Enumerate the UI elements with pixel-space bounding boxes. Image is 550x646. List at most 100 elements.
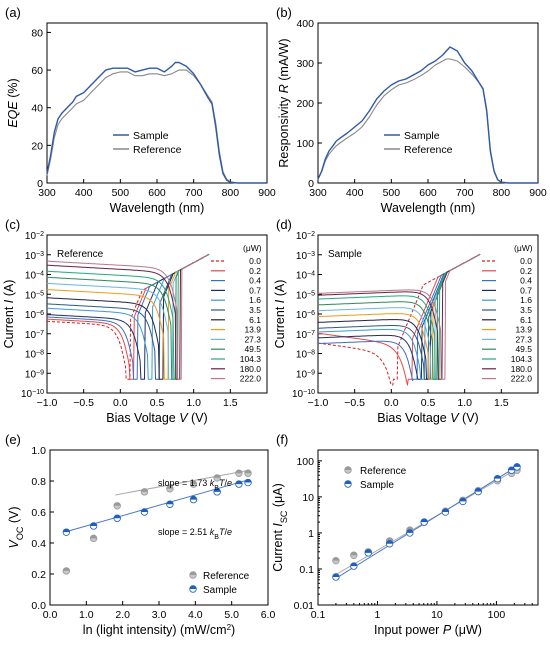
panel-c-ytick-label: 10−10 (21, 389, 44, 401)
panel-d-ytick-label: 10−7 (296, 329, 315, 341)
panel-c-ytick-label: 10−3 (25, 250, 44, 262)
panel-d-xtick-label: −0.5 (344, 397, 365, 409)
panel-d-legend-value: 6.1 (520, 315, 532, 325)
panel-e-xtick-label: 0.0 (43, 609, 58, 621)
panel-d-xtick-label: −1.0 (308, 397, 329, 409)
panel-e-point-half (113, 514, 121, 519)
panel-b: 300 400 500 600 700 800 900 0 100 200 300 400 (b) Wav… (276, 5, 547, 215)
panel-e-xtick-label: 6.0 (261, 609, 276, 621)
panel-c-ytick-label: 10−5 (25, 290, 44, 302)
panel-e-point-half (190, 496, 197, 500)
panel-e-ytick-label: 0.8 (31, 476, 46, 488)
panel-b-ytick-label: 300 (296, 58, 314, 70)
panel-c-legend-value: 0.2 (249, 266, 261, 276)
panel-d-legend-value: 0.4 (520, 276, 532, 286)
panel-c-legend-value: 0.7 (249, 285, 261, 295)
panel-f-legend-marker-half (344, 480, 352, 484)
panel-d-legend-value: 27.3 (515, 334, 532, 344)
panel-f-xlabel: Input power P (μW) (374, 623, 482, 637)
panel-d-curve-1.6 (318, 253, 481, 380)
panel-f-point-half (442, 508, 449, 513)
panel-c-ytick-label: 10−9 (25, 369, 44, 381)
panel-c-legend-value: 49.5 (244, 344, 261, 354)
panel-d-xlabel: Bias Voltage V (V) (377, 411, 478, 425)
panel-b-series-sample (317, 46, 538, 184)
panel-e-xtick-label: 1.0 (79, 609, 94, 621)
panel-d-curve-104.3 (318, 253, 481, 380)
panel-d-curve-13.9 (317, 253, 481, 380)
panel-c-legend-value: 3.5 (249, 305, 261, 315)
panel-e-ytick-label: 0.0 (31, 600, 46, 612)
panel-b-xtick-label: 500 (383, 187, 401, 199)
panel-f-ylabel: Current ISC (μA) (271, 483, 289, 572)
panel-c-legend-title: (μW) (243, 243, 262, 253)
panel-d-legend-value: 0.0 (520, 256, 532, 266)
panel-d-ytick-label: 10−4 (296, 270, 315, 282)
panel-a-xtick-label: 500 (112, 187, 130, 199)
panel-e-fit-reference (115, 469, 250, 496)
panel-d-legend-value: 49.5 (515, 344, 532, 354)
panel-d-legend-value: 13.9 (515, 325, 532, 335)
panel-c-xtick-label: −0.5 (73, 397, 94, 409)
panel-b-ytick-label: 200 (296, 98, 314, 110)
panel-c-legend-value: 104.3 (240, 354, 262, 364)
panel-a-xtick-label: 800 (222, 187, 240, 199)
panel-e-ytick-label: 0.6 (31, 507, 46, 519)
panel-e-legend-text: Sample (203, 585, 237, 596)
panel-f-ytick-label: 10 (302, 492, 314, 504)
panel-f-point-half (406, 526, 414, 531)
panel-e-legend-text: Reference (203, 571, 250, 582)
panel-a-series-reference (46, 69, 267, 184)
panel-d-ytick-label: 10−2 (296, 231, 315, 243)
panel-f-point-half (332, 573, 340, 577)
panel-b-ytick-label: 100 (296, 138, 314, 150)
panel-e-xlabel: ln (light intensity) (mW/cm2) (83, 623, 235, 638)
panel-a-ytick-label: 40 (31, 103, 43, 115)
panel-f-legend-text: Sample (360, 480, 394, 491)
panel-f-point-half (386, 537, 393, 541)
panel-d: −1.0 −0.5 0.0 0.5 1.0 1.5 10−10 10−9 10−8 10−7 10−… (273, 217, 539, 425)
panel-f-ytick-label: 100 (296, 456, 314, 468)
panel-f-point-half (508, 466, 515, 471)
panel-d-xtick-label: 0.5 (421, 397, 436, 409)
panel-c-xtick-label: 1.5 (223, 397, 238, 409)
panel-f-point-half (494, 475, 501, 479)
panel-a-xlabel: Wavelength (nm) (110, 201, 205, 215)
panel-d-xtick-label: 1.5 (494, 397, 509, 409)
panel-d-label: (d) (276, 217, 292, 232)
panel-c-text: Reference (57, 249, 104, 260)
panel-e-ytick-label: 1.0 (31, 445, 46, 457)
panel-a-xtick-label: 300 (38, 187, 56, 199)
panel-f-xtick-label: 100 (488, 609, 506, 621)
panel-e-point-half (244, 479, 252, 483)
panel-e-point-half (213, 488, 221, 492)
panel-b-xtick-label: 400 (346, 187, 364, 199)
panel-e-point-half (235, 469, 243, 474)
panel-b-xtick-label: 900 (529, 187, 547, 199)
panel-f-point-half (350, 551, 358, 556)
panel-a-xtick-label: 400 (75, 187, 93, 199)
panel-b-label: (b) (276, 5, 292, 20)
panel-a-ylabel: EQE (%) (6, 78, 20, 127)
panel-d-curve-180.0 (318, 253, 481, 380)
panel-b-xlabel: Wavelength (nm) (381, 201, 476, 215)
panel-f-point-half (420, 518, 428, 523)
panel-a-series-sample (46, 61, 267, 184)
panel-c-curve-222.0 (47, 253, 210, 380)
panel-f-label: (f) (276, 432, 288, 447)
panel-f-point-half (513, 463, 521, 467)
panel-c-xlabel: Bias Voltage V (V) (106, 411, 207, 425)
panel-e-xtick-label: 5.0 (224, 609, 239, 621)
panel-d-curve-0.7 (318, 253, 481, 380)
panel-f-point-half (406, 529, 414, 533)
panel-c-legend-value: 1.6 (249, 295, 261, 305)
panel-e-ytick-label: 0.2 (31, 569, 46, 581)
panel-d-legend-value: 180.0 (511, 364, 533, 374)
panel-d-curve-6.1 (318, 253, 481, 380)
panel-a-ytick-label: 80 (31, 27, 43, 39)
panel-d-curve-3.5 (318, 253, 481, 380)
panel-f-xtick-label: 10 (431, 609, 443, 621)
panel-a-xtick-label: 600 (148, 187, 166, 199)
panel-a-xtick-label: 900 (258, 187, 276, 199)
